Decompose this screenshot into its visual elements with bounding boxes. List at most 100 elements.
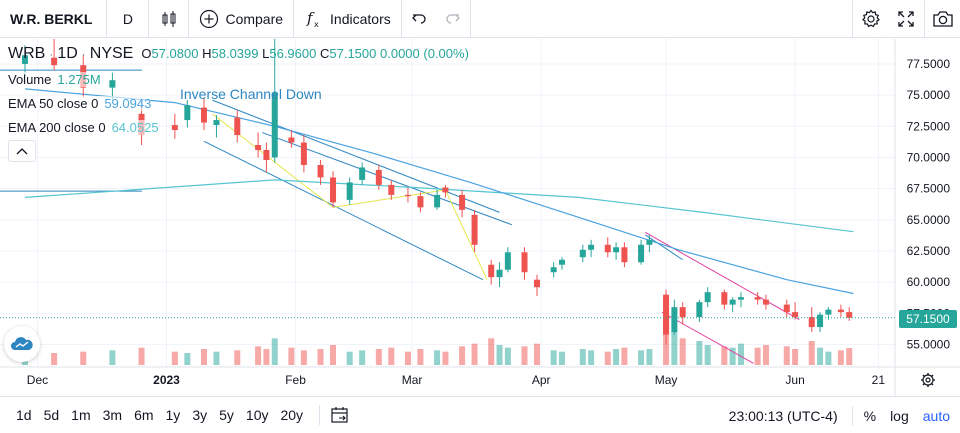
candle-body [359,167,366,180]
divider [319,405,321,425]
low-value: 56.9600 [269,46,317,61]
ema50-line [24,88,854,295]
candle-body [404,194,411,197]
volume-legend[interactable]: Volume 1.275M [8,72,101,87]
candle-body [21,55,28,64]
compare-label: Compare [225,10,284,27]
volume-bar [488,338,495,365]
volume-bar [671,330,678,365]
candle-body [558,259,565,265]
percent-scale-toggle[interactable]: % [863,407,877,424]
close-label: C [319,46,330,61]
ema200-legend[interactable]: EMA 200 close 0 64.0525 [8,120,159,135]
range-10y[interactable]: 10y [245,407,269,423]
x-tick-label: 21 [872,373,886,387]
compare-button[interactable]: Compare [189,0,295,38]
y-tick-label: 75.0000 [907,88,951,102]
range-5y[interactable]: 5y [219,407,234,423]
gear-tooth [931,374,934,377]
candle-body [837,309,844,313]
candle-body [300,142,307,165]
candle-body [109,80,116,88]
symbol-search-button[interactable]: W.R. BERKL [0,0,108,38]
volume-bar [388,347,395,365]
candle-body [621,247,628,263]
gear-tooth [922,383,925,386]
volume-value: 1.275M [57,72,101,87]
undo-button[interactable] [402,0,436,38]
range-1d[interactable]: 1d [16,407,32,423]
zigzag-line [211,113,488,280]
candle-body [604,244,611,253]
logo-button[interactable] [4,326,40,362]
collapse-legend-button[interactable] [8,140,36,162]
candle-body [679,307,686,318]
gear-ring [922,374,934,386]
goto-date-button[interactable] [330,406,350,424]
volume-bar [138,347,145,365]
candle-body [200,107,207,123]
candle-body [171,125,178,131]
range-5d[interactable]: 5d [43,407,60,423]
auto-scale-toggle[interactable]: auto [922,407,950,424]
range-6m[interactable]: 6m [134,407,154,423]
volume-bar [762,345,769,365]
volume-bar [588,350,595,365]
volume-bar [817,347,824,365]
ema50-value: 59.0943 [104,96,152,111]
volume-bar [80,351,87,365]
y-tick-label: 77.5000 [907,57,951,71]
volume-bar [646,349,653,365]
volume-bar [404,351,411,365]
volume-bar [255,346,262,365]
high-value: 58.0399 [211,46,259,61]
volume-bar [729,347,736,365]
camera-icon [932,11,953,27]
volume-bar [109,350,116,365]
volume-bar [737,343,744,365]
svg-text:f: f [306,9,315,27]
volume-bar [783,346,790,365]
range-3y[interactable]: 3y [192,407,208,423]
candle-body [459,194,466,210]
redo-button[interactable] [436,0,471,38]
volume-bar [704,345,711,365]
pattern-label: Inverse Channel Down [180,86,322,102]
chart-type-button[interactable] [149,0,190,38]
range-20y[interactable]: 20y [280,407,304,423]
volume-bar [721,346,728,365]
fullscreen-button[interactable] [888,0,924,38]
candle-body [496,269,503,278]
volume-bar [638,350,645,365]
range-1m[interactable]: 1m [71,407,91,423]
legend-sep: · [81,47,86,61]
volume-bar [534,343,540,365]
settings-button[interactable] [852,0,888,38]
log-scale-toggle[interactable]: log [890,407,909,424]
bottom-toolbar: 1d 5d 1m 3m 6m 1y 3y 5y 10y 20y 23:00:13… [0,396,960,433]
candle-body [825,309,832,315]
candle-body [417,196,424,208]
volume-bar [808,341,815,365]
range-1y[interactable]: 1y [165,407,181,423]
volume-bar [200,349,207,365]
x-tick-label: 2023 [153,373,180,387]
ema50-legend[interactable]: EMA 50 close 0 59.0943 [8,96,152,111]
range-3m[interactable]: 3m [102,407,123,423]
clock-timezone[interactable]: 23:00:13 (UTC-4) [728,407,838,424]
candle-body [288,137,295,143]
interval-button[interactable]: D [107,0,150,38]
price-chart[interactable]: 77.5000 75.0000 72.5000 70.0000 67.5000 65.00… [0,39,960,396]
volume-bar [837,350,844,365]
open-value: 57.0800 [151,46,199,61]
volume-bar [213,351,220,365]
volume-bar [621,347,628,365]
svg-text:x: x [314,20,319,29]
screenshot-button[interactable] [924,0,960,38]
channel-line [644,234,683,261]
chevron-up-icon [16,148,28,155]
candle-body [521,252,528,273]
